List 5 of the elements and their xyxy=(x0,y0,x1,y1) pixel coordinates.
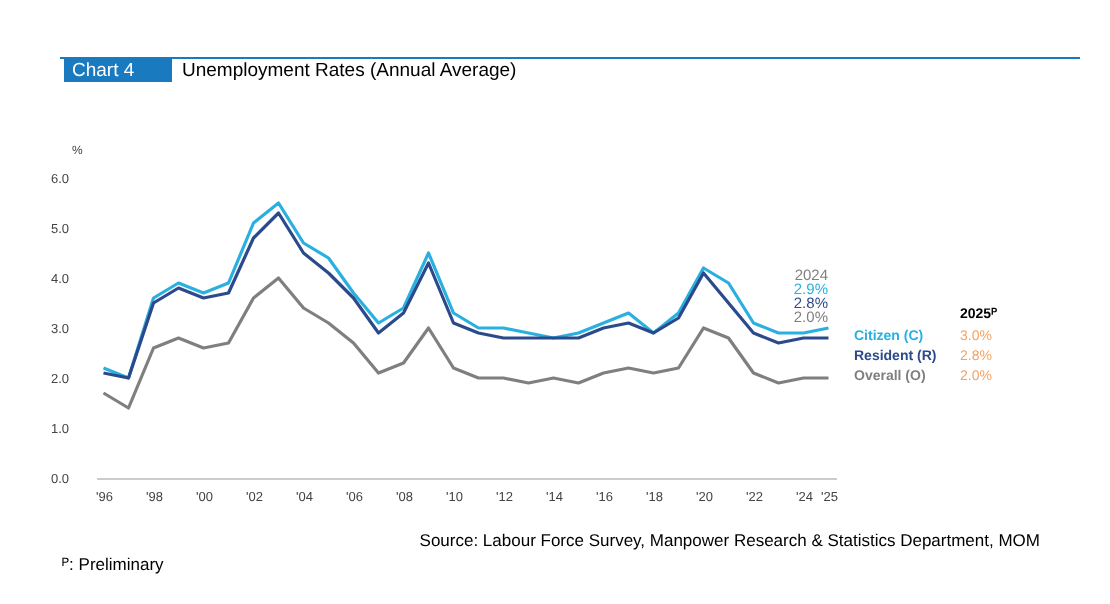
text: ᴾ: Preliminary xyxy=(62,554,166,574)
line-series xyxy=(101,276,831,410)
source-note: Source: Labour Force Survey, Manpower Research & Statistics Department, MOM xyxy=(419,530,1040,550)
chart-title: Unemployment Rates (Annual Average) xyxy=(182,60,517,82)
caption: Chart 4 xyxy=(72,60,135,82)
